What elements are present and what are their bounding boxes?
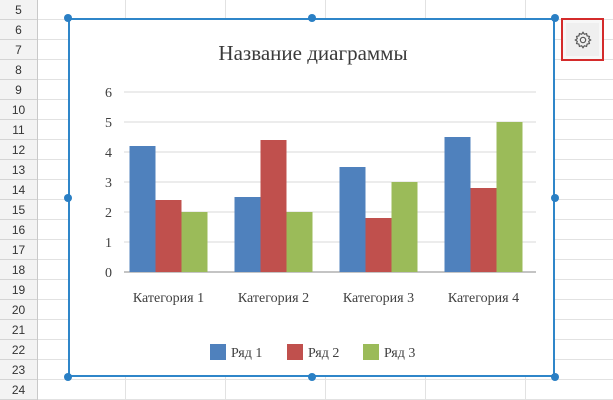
resize-handle[interactable] <box>551 14 559 22</box>
row-header[interactable]: 16 <box>0 220 37 240</box>
chart-bar[interactable] <box>470 188 497 272</box>
row-header[interactable]: 8 <box>0 60 37 80</box>
row-header[interactable]: 10 <box>0 100 37 120</box>
row-header[interactable]: 22 <box>0 340 37 360</box>
row-header[interactable]: 7 <box>0 40 37 60</box>
row-header[interactable]: 24 <box>0 380 37 400</box>
y-axis-ticks: 0 1 2 3 4 5 6 <box>105 86 112 281</box>
chart-settings-button[interactable] <box>561 18 604 61</box>
chart-bar[interactable] <box>339 167 366 272</box>
gear-icon <box>573 30 592 49</box>
x-axis-labels: Категория 1 Категория 2 Категория 3 Категор… <box>133 291 519 306</box>
chart-legend: Ряд 1 Ряд 2 Ряд 3 <box>210 344 415 361</box>
y-tick-label: 4 <box>105 146 112 161</box>
chart-bar[interactable] <box>444 137 471 272</box>
row-header[interactable]: 5 <box>0 0 37 20</box>
legend-swatch[interactable] <box>210 344 226 360</box>
row-header[interactable]: 20 <box>0 300 37 320</box>
row-header[interactable]: 21 <box>0 320 37 340</box>
chart-bars <box>129 122 523 272</box>
x-tick-label: Категория 3 <box>343 291 414 306</box>
legend-swatch[interactable] <box>287 344 303 360</box>
chart-bar[interactable] <box>181 212 208 272</box>
x-tick-label: Категория 4 <box>448 291 519 306</box>
y-tick-label: 5 <box>105 116 112 131</box>
resize-handle[interactable] <box>551 373 559 381</box>
legend-entry-label[interactable]: Ряд 2 <box>308 346 339 361</box>
resize-handle[interactable] <box>64 14 72 22</box>
row-header[interactable]: 13 <box>0 160 37 180</box>
chart-bar[interactable] <box>365 218 392 272</box>
resize-handle[interactable] <box>64 193 72 202</box>
row-header[interactable]: 6 <box>0 20 37 40</box>
chart-bar[interactable] <box>260 140 287 272</box>
row-header[interactable]: 15 <box>0 200 37 220</box>
y-tick-label: 1 <box>105 236 112 251</box>
chart-bar[interactable] <box>129 146 156 272</box>
row-header[interactable]: 9 <box>0 80 37 100</box>
resize-handle[interactable] <box>307 373 316 381</box>
y-tick-label: 0 <box>105 266 112 281</box>
row-header[interactable]: 14 <box>0 180 37 200</box>
settings-button-face[interactable] <box>566 23 599 56</box>
y-tick-label: 6 <box>105 86 112 101</box>
legend-entry-label[interactable]: Ряд 1 <box>231 346 262 361</box>
resize-handle[interactable] <box>551 193 559 202</box>
row-header[interactable]: 12 <box>0 140 37 160</box>
row-header[interactable]: 11 <box>0 120 37 140</box>
chart-bar[interactable] <box>234 197 261 272</box>
chart-bar[interactable] <box>286 212 313 272</box>
resize-handle[interactable] <box>307 14 316 22</box>
chart-title[interactable]: Название диаграммы <box>218 41 407 65</box>
resize-handle[interactable] <box>64 373 72 381</box>
chart-bar[interactable] <box>496 122 523 272</box>
chart-bar[interactable] <box>391 182 418 272</box>
row-header[interactable]: 23 <box>0 360 37 380</box>
y-tick-label: 2 <box>105 206 112 221</box>
x-tick-label: Категория 2 <box>238 291 309 306</box>
row-header[interactable]: 19 <box>0 280 37 300</box>
legend-entry-label[interactable]: Ряд 3 <box>384 346 415 361</box>
x-tick-label: Категория 1 <box>133 291 204 306</box>
y-tick-label: 3 <box>105 176 112 191</box>
row-header-column <box>0 0 38 400</box>
legend-swatch[interactable] <box>363 344 379 360</box>
row-header[interactable]: 18 <box>0 260 37 280</box>
chart-bar[interactable] <box>155 200 182 272</box>
row-header[interactable]: 17 <box>0 240 37 260</box>
